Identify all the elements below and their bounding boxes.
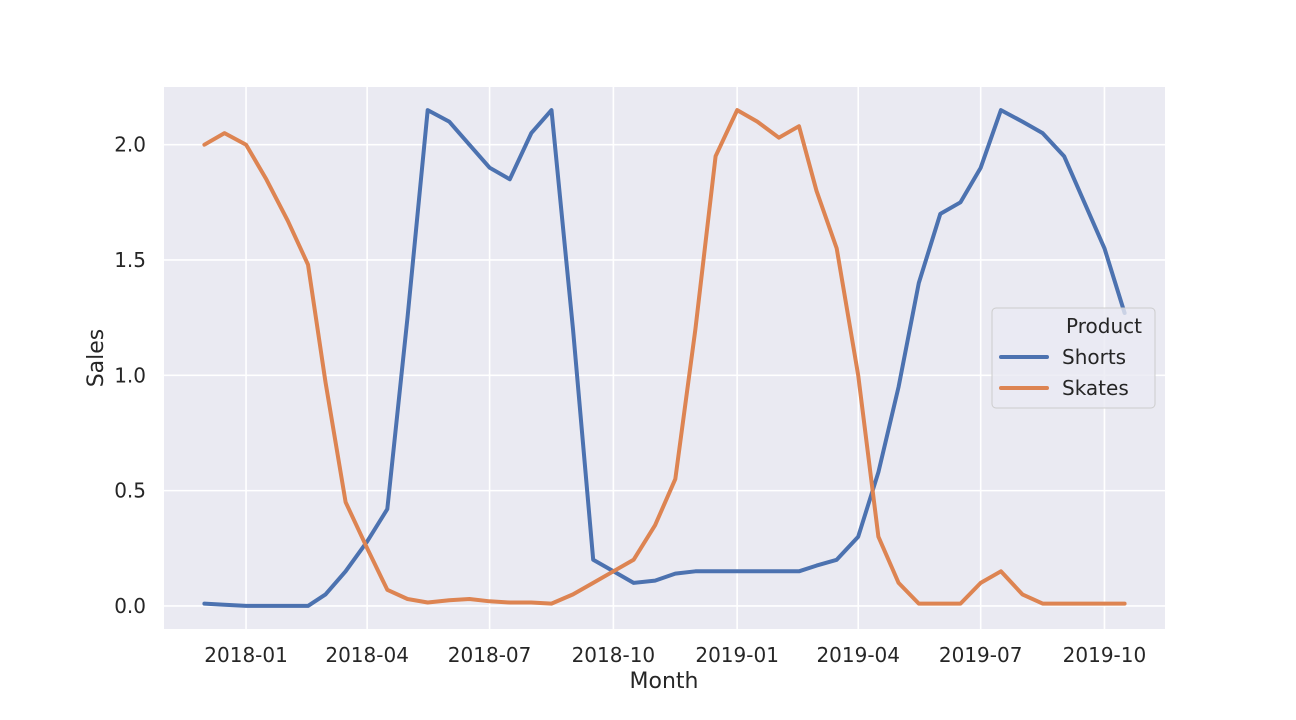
legend-title: Product xyxy=(1066,314,1142,338)
series-line-skates xyxy=(202,108,1127,606)
series-lines xyxy=(202,108,1127,608)
x-tick-label: 2018-10 xyxy=(572,643,656,667)
x-axis-label: Month xyxy=(630,669,699,694)
x-tick-label: 2019-10 xyxy=(1063,643,1147,667)
series-line-shorts xyxy=(202,108,1127,608)
x-tick-label: 2019-04 xyxy=(816,643,900,667)
legend-box xyxy=(991,307,1156,409)
y-tick-label: 0.5 xyxy=(114,479,146,503)
x-tick-labels: 2018-01 2018-04 2018-07 2018-10 2019-01 2019-… xyxy=(204,643,1146,667)
y-tick-label: 2.0 xyxy=(114,133,146,157)
x-tick-label: 2018-07 xyxy=(448,643,532,667)
x-tick-label: 2019-01 xyxy=(695,643,779,667)
legend-label-shorts: Shorts xyxy=(1062,345,1126,369)
x-tick-label: 2018-04 xyxy=(325,643,409,667)
x-tick-label: 2018-01 xyxy=(204,643,288,667)
x-tick-label: 2019-07 xyxy=(939,643,1023,667)
y-tick-labels: 0.0 0.5 1.0 1.5 2.0 xyxy=(114,133,146,618)
legend-label-skates: Skates xyxy=(1062,376,1129,400)
y-tick-label: 1.5 xyxy=(114,248,146,272)
y-tick-label: 1.0 xyxy=(114,363,146,387)
y-tick-label: 0.0 xyxy=(114,594,146,618)
y-axis-label: Sales xyxy=(84,329,109,388)
legend: Product Shorts Skates xyxy=(991,307,1156,409)
